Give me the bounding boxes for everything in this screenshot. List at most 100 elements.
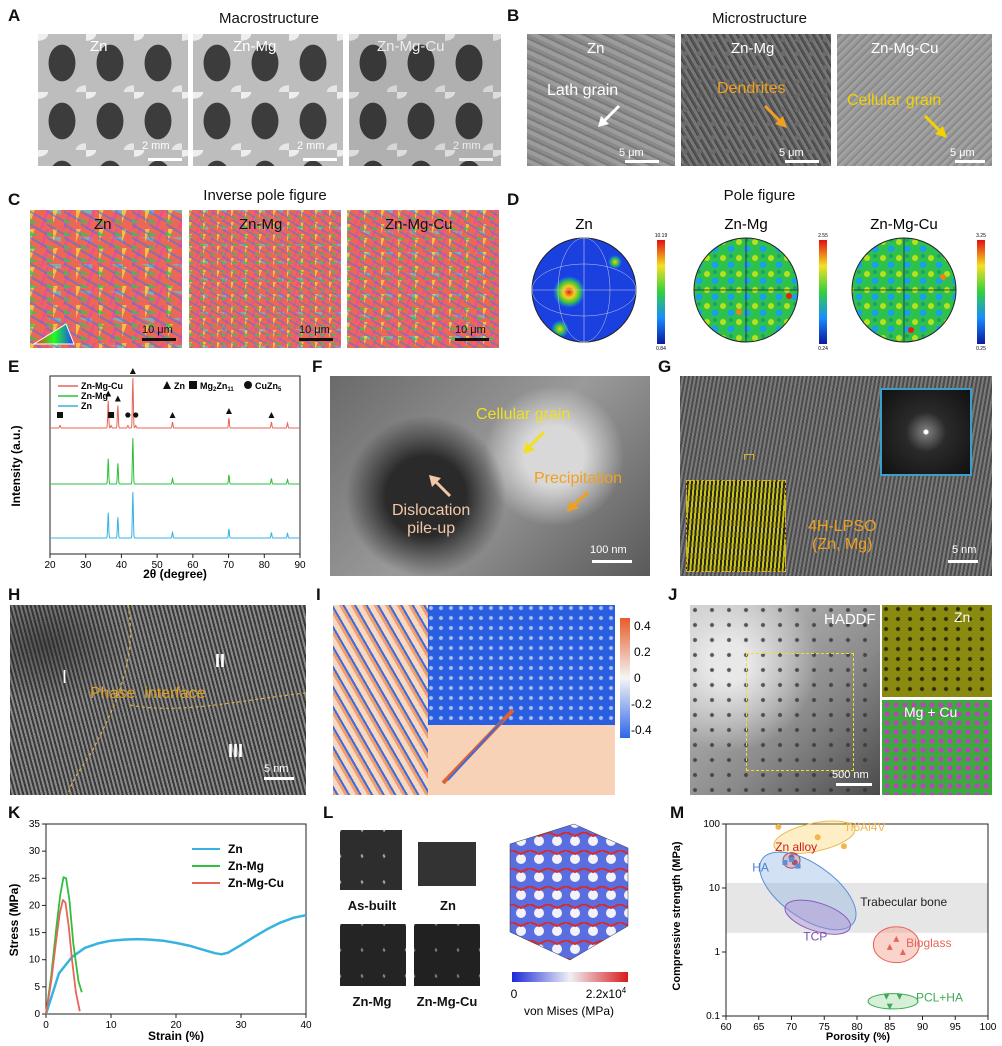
label-zn-alloy: Zn alloy	[775, 840, 817, 854]
ss-ytick-label: 25	[29, 873, 41, 884]
pole-min-zn: 0.84	[656, 346, 666, 352]
micro-label-zn: Zn	[587, 40, 605, 57]
xrd-peak-marker	[133, 412, 139, 418]
xrd-ylabel: Intensity (a.u.)	[9, 425, 23, 506]
strain-map	[333, 605, 615, 795]
scale-bar	[955, 160, 985, 163]
point-bioglass	[886, 943, 893, 950]
macro-scale-znmg: 2 mm	[297, 140, 325, 152]
von-mises-sim: 0 2.2x104 von Mises (MPa)	[509, 823, 629, 1018]
ashby-xtick-label: 65	[753, 1022, 765, 1033]
panel-label-M: M	[670, 803, 685, 822]
ss-xtick-label: 20	[170, 1020, 182, 1031]
scaffold-label-zn: Zn	[440, 898, 456, 913]
xrd-xtick-label: 90	[294, 560, 306, 571]
scale-bar	[948, 560, 978, 563]
ashby-chart: Compressive strength (MPa) Porosity (%) …	[671, 819, 997, 1043]
strain-colorbar: 0.4 0.2 0 -0.2 -0.4	[620, 618, 652, 738]
xrd-marker-legend-mg: Mg	[200, 381, 213, 391]
pole-label-znmgcu: Zn-Mg-Cu	[870, 216, 938, 233]
xrd-peak-marker	[114, 395, 121, 402]
xrd-legend: Zn-Mg-Cu Zn-Mg Zn	[58, 381, 123, 411]
panel-label-E: E	[8, 357, 20, 376]
point-bioglass	[893, 935, 900, 942]
ashby-ytick-label: 10	[709, 883, 721, 894]
xrd-series-zn	[50, 491, 300, 539]
eds-label-mgcu: Mg + Cu	[904, 704, 958, 720]
xrd-xtick-label: 30	[80, 560, 92, 571]
cbar-tick-neg0.2: -0.2	[631, 697, 652, 711]
hrtem-scale-g: 5 nm	[952, 544, 977, 556]
scale-bar	[785, 160, 819, 163]
phase-boundary-lines	[67, 605, 306, 795]
hrtem-image-h: I II III Phase interface 5 nm	[10, 605, 306, 795]
eds-label-zn: Zn	[954, 609, 971, 625]
arrow-icon	[429, 475, 452, 498]
cbar-tick-0.2: 0.2	[634, 645, 651, 659]
xrd-peak-marker	[57, 412, 63, 418]
vm-cbar-label: von Mises (MPa)	[524, 1004, 614, 1018]
pole-max-znmg: 2.55	[818, 233, 828, 239]
ipf-label-znmgcu: Zn-Mg-Cu	[385, 216, 453, 233]
cbar-tick-0: 0	[634, 671, 641, 685]
xrd-peak-marker	[125, 412, 131, 418]
region-ha	[759, 851, 857, 931]
xrd-peak-marker	[268, 412, 275, 418]
scale-bar	[299, 338, 333, 341]
ashby-xtick-label: 70	[786, 1022, 798, 1033]
region-tcp	[784, 899, 851, 935]
eds-map-zn: Zn	[882, 605, 992, 697]
scaffold-asbuilt	[340, 830, 402, 890]
inset-bracket	[744, 454, 754, 460]
xrd-xtick-label: 60	[187, 560, 199, 571]
xrd-peak-marker	[225, 408, 232, 414]
micro-image-znmg: Zn-Mg Dendrites 5 μm	[681, 34, 831, 166]
ss-xlabel: Strain (%)	[148, 1029, 204, 1042]
ashby-ytick-label: 1	[714, 947, 720, 958]
cbar-tick-0.4: 0.4	[634, 619, 651, 633]
xrd-marker-legend: Zn Mg2Zn11 CuZn5	[163, 381, 282, 393]
ss-legend-znmgcu: Zn-Mg-Cu	[228, 876, 284, 890]
xrd-peak-marker	[129, 368, 136, 374]
ashby-xtick-label: 100	[980, 1022, 997, 1033]
panel-label-J: J	[668, 585, 678, 604]
strain-region-bottom	[428, 725, 615, 795]
trabecular-band	[726, 882, 988, 933]
point-pcl+ha	[886, 1003, 893, 1010]
lpso-annotation: 4H-LPSO (Zn, Mg)	[808, 518, 877, 553]
pole-max-znmgcu: 3.25	[976, 233, 986, 239]
micro-annotation-dendrites: Dendrites	[717, 80, 786, 97]
hrtem-image-g: 4H-LPSO (Zn, Mg) 5 nm	[680, 376, 992, 576]
panel-A-title: Macrostructure	[218, 10, 320, 27]
ss-ytick-label: 0	[34, 1009, 40, 1020]
scale-bar	[836, 783, 872, 786]
micro-annotation-cellular: Cellular grain	[847, 92, 942, 109]
point-pcl+ha	[883, 993, 890, 1000]
ipf-scale-znmg: 10 μm	[299, 324, 330, 336]
ashby-ylabel: Compressive strength (MPa)	[671, 841, 683, 990]
ss-series-zn-mg	[45, 876, 83, 1015]
scaffold-label-asbuilt: As-built	[347, 898, 397, 913]
macro-scale-zn: 2 mm	[142, 140, 170, 152]
von-mises-colorbar	[512, 972, 628, 982]
pole-colorbar-znmgcu	[977, 240, 985, 344]
strain-diagonal	[441, 708, 515, 785]
macro-label-znmgcu: Zn-Mg-Cu	[377, 38, 445, 55]
macro-label-zn: Zn	[90, 38, 108, 55]
panel-label-G: G	[658, 357, 672, 376]
strain-region-top	[428, 605, 615, 725]
ashby-xtick-label: 85	[884, 1022, 896, 1033]
ss-series-zn	[44, 913, 307, 1015]
ipf-image-znmg: Zn-Mg 10 μm	[189, 210, 341, 348]
ss-ylabel: Stress (MPa)	[7, 884, 21, 957]
phase-interface-label: Phase interface	[90, 685, 206, 702]
region-label-1: I	[62, 667, 68, 687]
ss-legend: Zn Zn-Mg Zn-Mg-Cu	[192, 842, 284, 890]
tem-annotation-disloc: Dislocation pile-up	[392, 502, 471, 537]
roi-box	[746, 653, 854, 771]
eds-map-mgcu: Mg + Cu	[882, 700, 992, 795]
xrd-legend-zn: Zn	[81, 401, 92, 411]
ss-ytick-label: 5	[34, 982, 40, 993]
micro-image-znmgcu: Zn-Mg-Cu Cellular grain 5 μm	[837, 34, 992, 166]
xrd-peak-marker	[169, 412, 176, 418]
